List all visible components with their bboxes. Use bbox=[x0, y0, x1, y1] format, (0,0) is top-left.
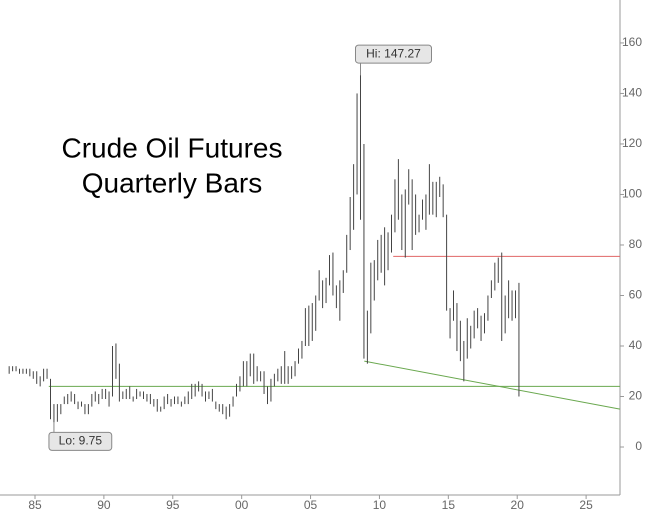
y-tick-label: 80 bbox=[629, 237, 643, 251]
chart-title: Crude Oil Futures bbox=[62, 132, 283, 163]
x-tick-label: 90 bbox=[97, 498, 111, 512]
chart-subtitle: Quarterly Bars bbox=[82, 167, 263, 198]
annotation-box bbox=[48, 431, 113, 451]
y-tick-label: 160 bbox=[622, 35, 642, 49]
y-tick-label: 120 bbox=[622, 136, 642, 150]
x-tick-label: 25 bbox=[579, 498, 593, 512]
x-tick-label: 95 bbox=[166, 498, 180, 512]
y-tick-label: 40 bbox=[629, 338, 643, 352]
trend-line bbox=[364, 360, 621, 410]
y-tick-label: 100 bbox=[622, 187, 642, 201]
x-tick-label: 15 bbox=[442, 498, 456, 512]
annotation-label: Hi: 147.27 bbox=[366, 46, 421, 60]
x-tick-label: 10 bbox=[373, 498, 387, 512]
x-tick-label: 00 bbox=[235, 498, 249, 512]
y-tick-label: 0 bbox=[635, 439, 642, 453]
y-tick-label: 140 bbox=[622, 86, 642, 100]
annotation-label: Lo: 9.75 bbox=[59, 434, 103, 448]
y-tick-label: 20 bbox=[629, 389, 643, 403]
x-tick-label: 20 bbox=[511, 498, 525, 512]
x-tick-label: 05 bbox=[304, 498, 318, 512]
annotation-box bbox=[354, 44, 432, 64]
y-tick-label: 60 bbox=[629, 288, 643, 302]
x-tick-label: 85 bbox=[28, 498, 42, 512]
